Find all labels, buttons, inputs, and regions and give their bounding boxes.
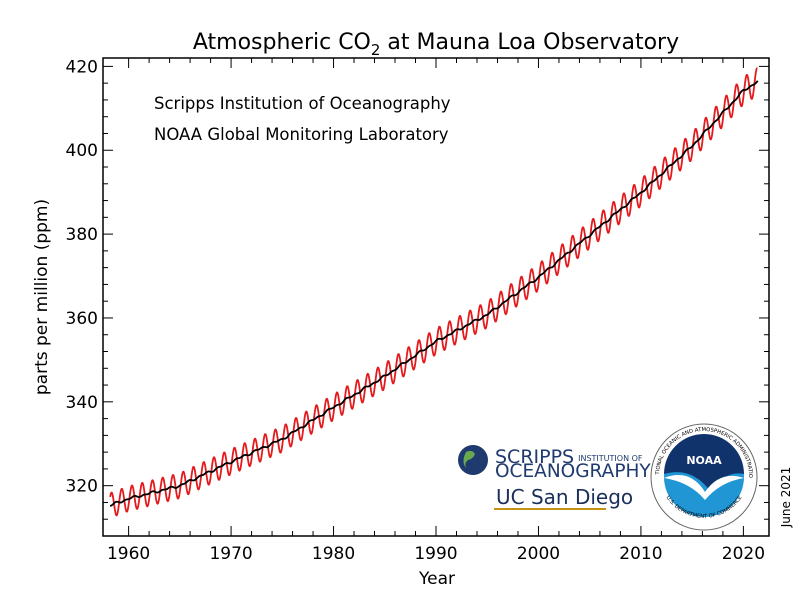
noaa-logo: NOAA NATIONAL OCEANIC AND ATMOSPHERIC AD… (0, 0, 758, 531)
annotation-scripps: Scripps Institution of Oceanography (154, 94, 451, 113)
series-monthly-line (109, 67, 758, 517)
x-tick-label: 1980 (312, 544, 355, 564)
scripps-wordmark-line1: SCRIPPS INSTITUTION OF (495, 446, 643, 468)
x-tick-label: 2010 (619, 544, 662, 564)
annotation-noaa: NOAA Global Monitoring Laboratory (154, 125, 449, 144)
noaa-bird-icon (664, 475, 744, 500)
globe-icon (458, 445, 488, 475)
scripps-logo: SCRIPPS INSTITUTION OF OCEANOGRAPHY UC Sa… (458, 445, 651, 510)
x-tick-label: 1990 (414, 544, 457, 564)
globe-landmass-icon (463, 450, 475, 468)
plot-frame (102, 57, 770, 537)
y-tick-label: 380 (66, 225, 98, 245)
y-tick-label: 420 (66, 57, 98, 77)
noaa-wordmark: NOAA (686, 454, 722, 467)
y-axis-label: parts per million (ppm) (32, 199, 52, 395)
ucsd-wordmark: UC San Diego (496, 485, 633, 509)
chart-title: Atmospheric CO2 at Mauna Loa Observatory (193, 30, 679, 59)
x-tick-label: 1970 (209, 544, 252, 564)
x-tick-label: 1960 (107, 544, 150, 564)
x-axis-label: Year (418, 569, 455, 589)
y-tick-label: 320 (66, 477, 98, 497)
noaa-ring-text-top: NATIONAL OCEANIC AND ATMOSPHERIC ADMINIS… (0, 0, 753, 478)
x-tick-label: 2000 (517, 544, 560, 564)
y-tick-label: 400 (66, 141, 98, 161)
x-tick-label: 2020 (722, 544, 765, 564)
date-stamp: June 2021 (779, 467, 793, 529)
y-tick-label: 360 (66, 309, 98, 329)
ticks-layer: 1960 1970 1980 1990 2000 2010 2020 320 340 360 380… (66, 57, 769, 564)
series-layer (109, 67, 759, 517)
series-trend-line (109, 80, 759, 507)
y-tick-label: 340 (66, 393, 98, 413)
scripps-wordmark-line2: OCEANOGRAPHY (495, 461, 651, 482)
ucsd-underline (494, 508, 606, 510)
